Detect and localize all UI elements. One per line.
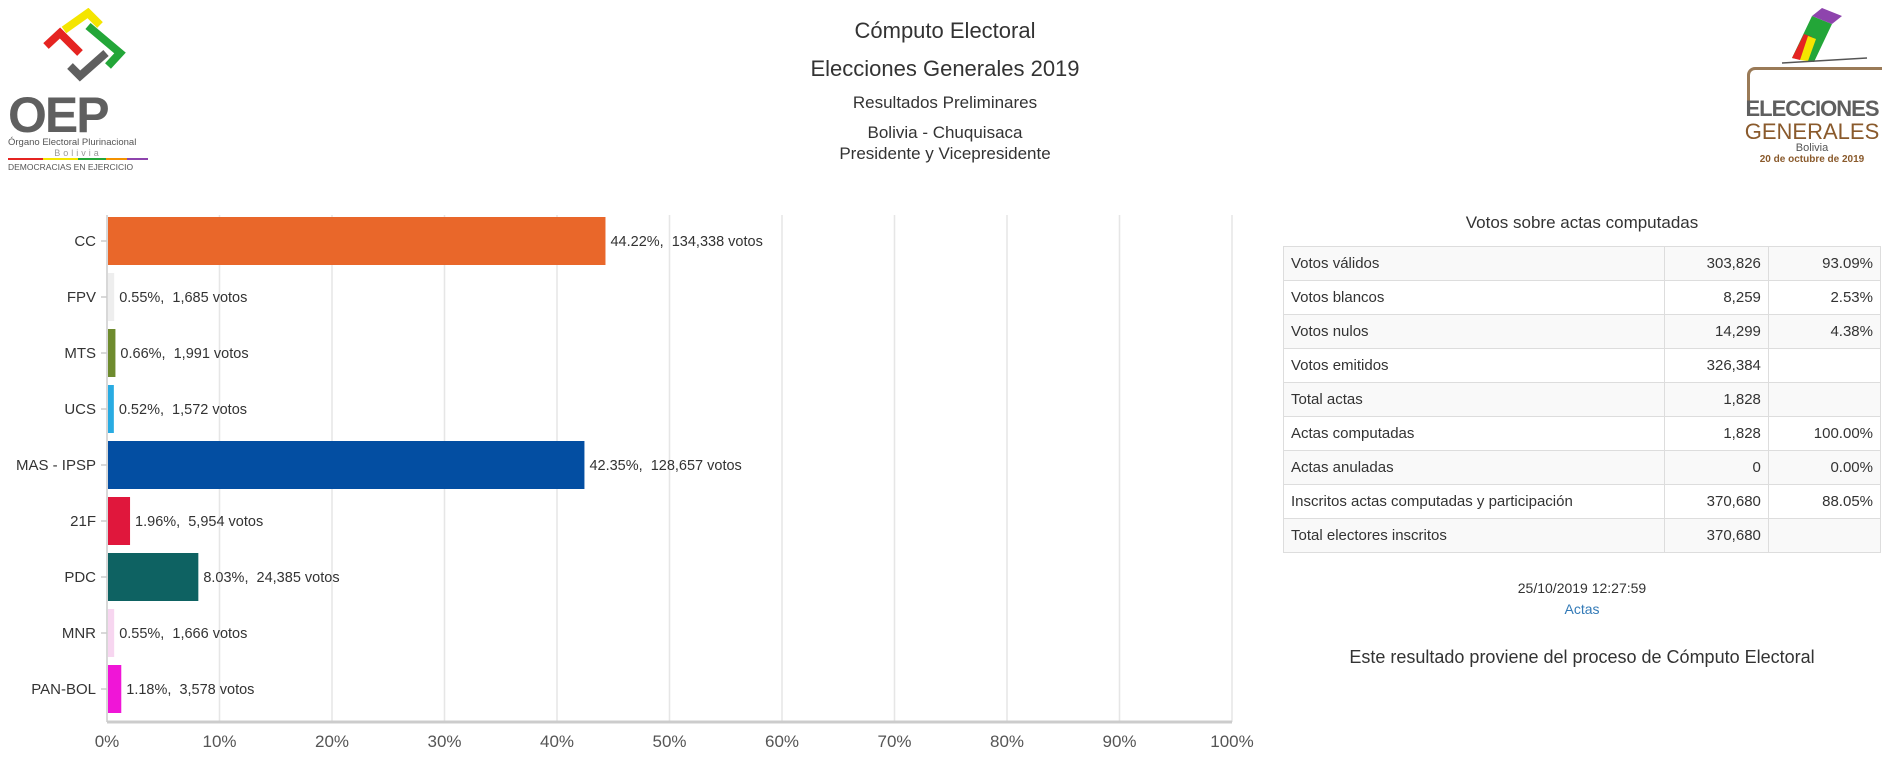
summary-row: Votos nulos 14,299 4.38% [1282,314,1882,349]
bar-fpv [108,273,115,321]
summary-pct: 88.05% [1767,484,1882,519]
bar-mas-ipsp [108,441,585,489]
data-label: 1.18%, 3,578 votos [126,682,254,698]
elecciones-logo: ELECCIONES GENERALES Bolivia 20 de octub… [1742,6,1882,165]
summary-value: 370,680 [1664,484,1769,519]
x-tick-label: 90% [1102,732,1136,751]
oep-line2: Bolivia [54,148,102,158]
summary-pct [1767,348,1882,383]
summary-value: 303,826 [1664,246,1769,281]
category-label: UCS [64,401,96,418]
page-title: Cómputo Electoral [854,18,1036,43]
summary-title: Votos sobre actas computadas [1465,213,1699,232]
results-bar-chart: 0% 10% 20% 30% 40% 50% 60% 70% 80% 90% 100% CC 44.22… [16,215,1254,751]
bar-pdc [108,553,199,601]
bar-mts [108,329,116,377]
x-tick-label: 20% [315,732,349,751]
tricolor-line [8,158,148,160]
bar-21f [108,497,131,545]
x-tick-label: 100% [1210,732,1253,751]
oep-logo: OEP Órgano Electoral Plurinacional Boliv… [8,7,158,172]
data-label: 0.55%, 1,666 votos [119,626,247,642]
summary-value: 0 [1664,450,1769,485]
summary-row: Votos válidos 303,826 93.09% [1282,246,1882,281]
x-tick-label: 40% [540,732,574,751]
summary-value: 1,828 [1664,416,1769,451]
actas-link[interactable]: Actas [1564,601,1600,617]
bar-mnr [108,609,115,657]
bar-ucs [108,385,114,433]
category-label: MTS [64,345,96,362]
summary-label: Votos blancos [1282,280,1666,315]
category-label: 21F [70,513,96,530]
summary-value: 1,828 [1664,382,1769,417]
office: Presidente y Vicepresidente [839,144,1051,163]
results-type: Resultados Preliminares [852,93,1038,112]
summary-label: Actas anuladas [1282,450,1666,485]
category-label: PDC [64,569,96,586]
x-tick-label: 30% [427,732,461,751]
location: Bolivia - Chuquisaca [867,123,1023,142]
summary-pct [1767,518,1882,553]
x-tick-label: 60% [765,732,799,751]
summary-label: Votos válidos [1282,246,1666,281]
oep-line3: DEMOCRACIAS EN EJERCICIO [8,162,134,172]
elecciones-line1: ELECCIONES [1745,96,1879,121]
timestamp: 25/10/2019 12:27:59 [1517,580,1647,596]
data-label: 0.52%, 1,572 votos [119,402,247,418]
summary-value: 8,259 [1664,280,1769,315]
data-label: 0.55%, 1,685 votos [119,290,247,306]
summary-pct: 93.09% [1767,246,1882,281]
data-label: 1.96%, 5,954 votos [135,514,263,530]
summary-row: Total actas 1,828 [1282,382,1882,417]
summary-label: Total electores inscritos [1282,518,1666,553]
summary-label: Votos emitidos [1282,348,1666,383]
summary-row: Inscritos actas computadas y participaci… [1282,484,1882,519]
summary-label: Votos nulos [1282,314,1666,349]
page-subtitle: Elecciones Generales 2019 [810,56,1080,81]
data-label: 8.03%, 24,385 votos [203,570,339,586]
category-label: PAN-BOL [31,681,96,698]
oep-text: OEP [8,87,110,143]
summary-row: Votos emitidos 326,384 [1282,348,1882,383]
oep-emblem-icon [43,7,126,82]
x-tick-label: 50% [652,732,686,751]
bar-pan-bol [108,665,122,713]
summary-row: Total electores inscritos 370,680 [1282,518,1882,553]
summary-label: Inscritos actas computadas y participaci… [1282,484,1666,519]
category-label: CC [74,233,96,250]
summary-pct: 4.38% [1767,314,1882,349]
x-tick-label: 10% [202,732,236,751]
summary-table: Votos válidos 303,826 93.09% Votos blancos 8… [1282,246,1882,553]
category-label: FPV [67,289,96,306]
x-tick-label: 80% [990,732,1024,751]
summary-value: 370,680 [1664,518,1769,553]
source-note: Este resultado proviene del proceso de C… [1349,647,1815,667]
summary-pct [1767,382,1882,417]
data-label: 42.35%, 128,657 votos [589,458,741,474]
data-label: 44.22%, 134,338 votos [610,234,762,250]
elecciones-line3: Bolivia [1795,142,1829,154]
summary-pct: 2.53% [1767,280,1882,315]
ballot-flag-icon [1781,8,1868,64]
category-label: MNR [62,625,96,642]
bar-cc [108,217,606,265]
summary-row: Votos blancos 8,259 2.53% [1282,280,1882,315]
summary-pct: 0.00% [1767,450,1882,485]
oep-line1: Órgano Electoral Plurinacional [8,137,137,148]
summary-row: Actas anuladas 0 0.00% [1282,450,1882,485]
summary-label: Actas computadas [1282,416,1666,451]
summary-value: 14,299 [1664,314,1769,349]
data-label: 0.66%, 1,991 votos [120,346,248,362]
summary-value: 326,384 [1664,348,1769,383]
elecciones-line2: GENERALES [1744,119,1880,144]
x-tick-label: 70% [877,732,911,751]
summary-label: Total actas [1282,382,1666,417]
elecciones-line4: 20 de octubre de 2019 [1759,154,1865,165]
summary-row: Actas computadas 1,828 100.00% [1282,416,1882,451]
summary-pct: 100.00% [1767,416,1882,451]
category-label: MAS - IPSP [16,457,96,474]
x-tick-label: 0% [95,732,120,751]
